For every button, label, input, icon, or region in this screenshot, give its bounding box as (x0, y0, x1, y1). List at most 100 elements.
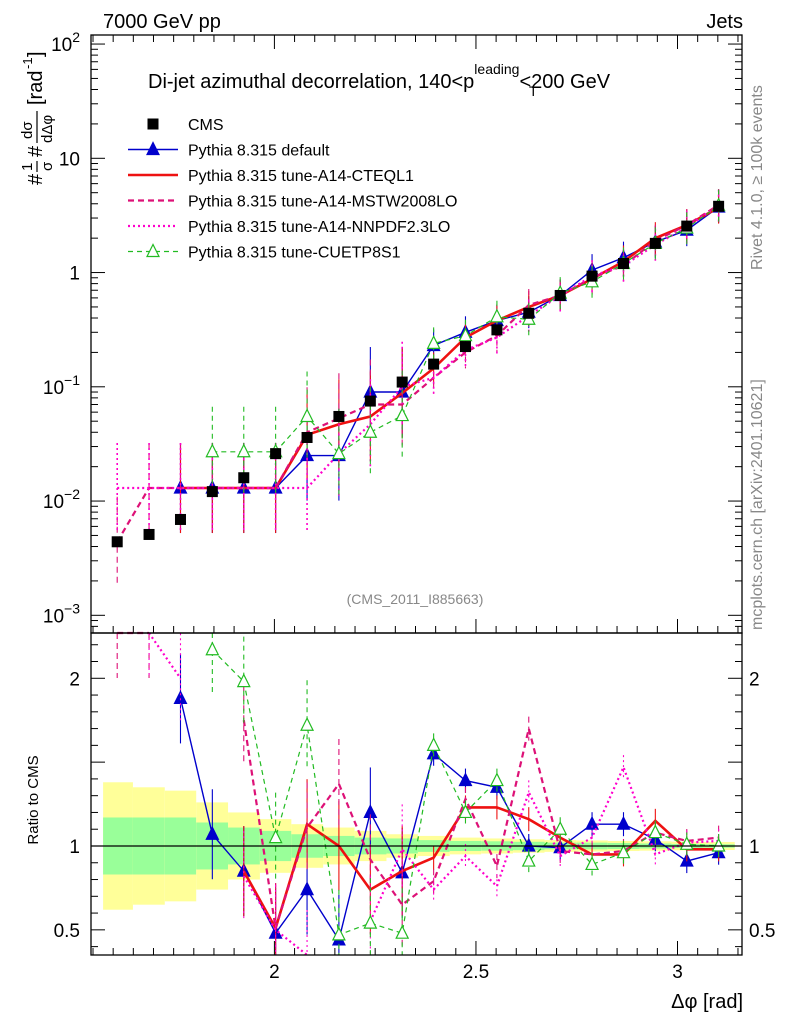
ratio-y-axis-label: Ratio to CMS (25, 755, 42, 844)
cms-data-point (554, 289, 566, 301)
ratio-point (711, 837, 726, 852)
cms-data-point (491, 324, 503, 336)
ratio-point (236, 673, 251, 688)
svg-text:σ: σ (39, 161, 56, 171)
legend-label: Pythia 8.315 default (188, 143, 330, 160)
cms-data-point (681, 220, 693, 232)
main-y-tick-label: 102 (51, 29, 80, 56)
svg-text:dΔφ: dΔφ (39, 115, 56, 143)
svg-text:-1: -1 (20, 57, 35, 69)
analysis-id: (CMS_2011_I885663) (347, 591, 484, 607)
svg-text:dσ: dσ (19, 121, 36, 139)
cms-data-point (649, 237, 661, 249)
ratio-y-tick-label: 1 (69, 837, 80, 858)
legend-label: Pythia 8.315 tune-A14-MSTW2008LO (188, 194, 457, 211)
ratio-y-tick-label: 0.5 (54, 921, 80, 942)
cms-data-point (174, 513, 186, 525)
rivet-label: Rivet 4.1.0, ≥ 100k events (749, 85, 766, 270)
ratio-point (300, 716, 315, 731)
cms-data-point (301, 431, 313, 443)
cms-data-point (713, 200, 725, 212)
main-point (489, 308, 504, 323)
ratio-point (521, 852, 536, 867)
svg-text:[rad: [rad (25, 71, 47, 105)
cms-data-point (111, 536, 123, 548)
main-y-tick-label: 1 (69, 264, 80, 285)
legend-marker (146, 243, 160, 258)
main-point (205, 443, 220, 458)
cms-data-point (364, 395, 376, 407)
ratio-point (205, 641, 220, 656)
ratio-point (616, 815, 631, 830)
svg-text:1: 1 (19, 163, 36, 171)
ratio-point (426, 737, 441, 751)
ratio-point (616, 844, 631, 859)
main-title: Di-jet azimuthal decorrelation, 140<plea… (148, 61, 611, 93)
main-point (331, 445, 346, 460)
main-y-tick-label: 10 (59, 149, 80, 170)
cms-data-point (523, 307, 535, 319)
ratio-point (648, 824, 663, 839)
ratio-point (205, 825, 220, 840)
main-point (458, 327, 473, 342)
x-tick-label: 3 (672, 962, 683, 983)
main-y-tick-label: 10−2 (43, 486, 80, 513)
main-point (363, 423, 378, 438)
mcplots-label: mcplots.cern.ch [arXiv:2401.10621] (749, 379, 766, 630)
ratio-y-tick-label-right: 2 (749, 669, 760, 690)
main-y-tick-label: 10−3 (43, 600, 80, 627)
legend-label: CMS (188, 117, 224, 134)
ratio-point (585, 815, 600, 830)
ratio-y-tick-label: 2 (69, 669, 80, 690)
legend-label: Pythia 8.315 tune-CUETP8S1 (188, 245, 401, 262)
main-series-group (111, 189, 726, 587)
main-point (426, 335, 441, 349)
ratio-y-tick-label-right: 0.5 (749, 921, 775, 942)
legend-marker-cms (147, 118, 159, 130)
ratio-point (489, 772, 504, 787)
cms-data-point (238, 472, 250, 484)
main-y-tick-label: 10−1 (43, 372, 80, 399)
cms-data-point (396, 376, 408, 388)
ratio-point (458, 772, 473, 787)
cms-data-point (586, 270, 598, 282)
header-right: Jets (706, 11, 743, 33)
cms-data-point (333, 410, 345, 422)
ratio-series-line (242, 806, 719, 932)
ratio-frame (90, 632, 743, 956)
ratio-point (458, 804, 473, 819)
x-tick-label: 2.5 (463, 962, 489, 983)
axes-group: 10−3 10−2 10−1 1 10 102 2 2.5 3 0.5 0.5 1 1 2 2 (43, 29, 776, 983)
ratio-y-tick-label-right: 1 (749, 837, 760, 858)
main-y-axis-label: # 1 σ # dσ dΔφ [rad -1 ] (19, 51, 56, 185)
ratio-point (395, 924, 410, 939)
ratio-point (300, 881, 315, 896)
cms-data-point (459, 341, 471, 353)
ratio-point (363, 914, 378, 929)
ratio-point (331, 926, 346, 941)
svg-text:#: # (25, 145, 47, 157)
svg-text:#: # (25, 173, 47, 185)
legend: CMS Pythia 8.315 default Pythia 8.315 tune… (128, 117, 457, 262)
ratio-series-group (116, 631, 726, 956)
main-point (395, 407, 410, 422)
ratio-series-line (148, 632, 719, 956)
cms-data-point (428, 358, 440, 370)
main-title-subscript: T (529, 83, 538, 99)
ratio-point (173, 690, 188, 705)
legend-label: Pythia 8.315 tune-A14-NNPDF2.3LO (188, 219, 450, 236)
cms-data-point (617, 258, 629, 270)
x-axis-label: Δφ [rad] (671, 991, 743, 1013)
ratio-point (553, 820, 568, 835)
legend-label: Pythia 8.315 tune-A14-CTEQL1 (188, 168, 414, 185)
legend-marker (146, 141, 160, 156)
ratio-point (585, 856, 600, 871)
main-point (300, 408, 315, 423)
cms-data-point (206, 486, 218, 498)
ratio-point (268, 829, 283, 844)
svg-text:]: ] (25, 51, 47, 57)
header-left: 7000 GeV pp (103, 11, 221, 33)
cms-data-point (270, 448, 282, 460)
x-tick-label: 2 (269, 962, 280, 983)
